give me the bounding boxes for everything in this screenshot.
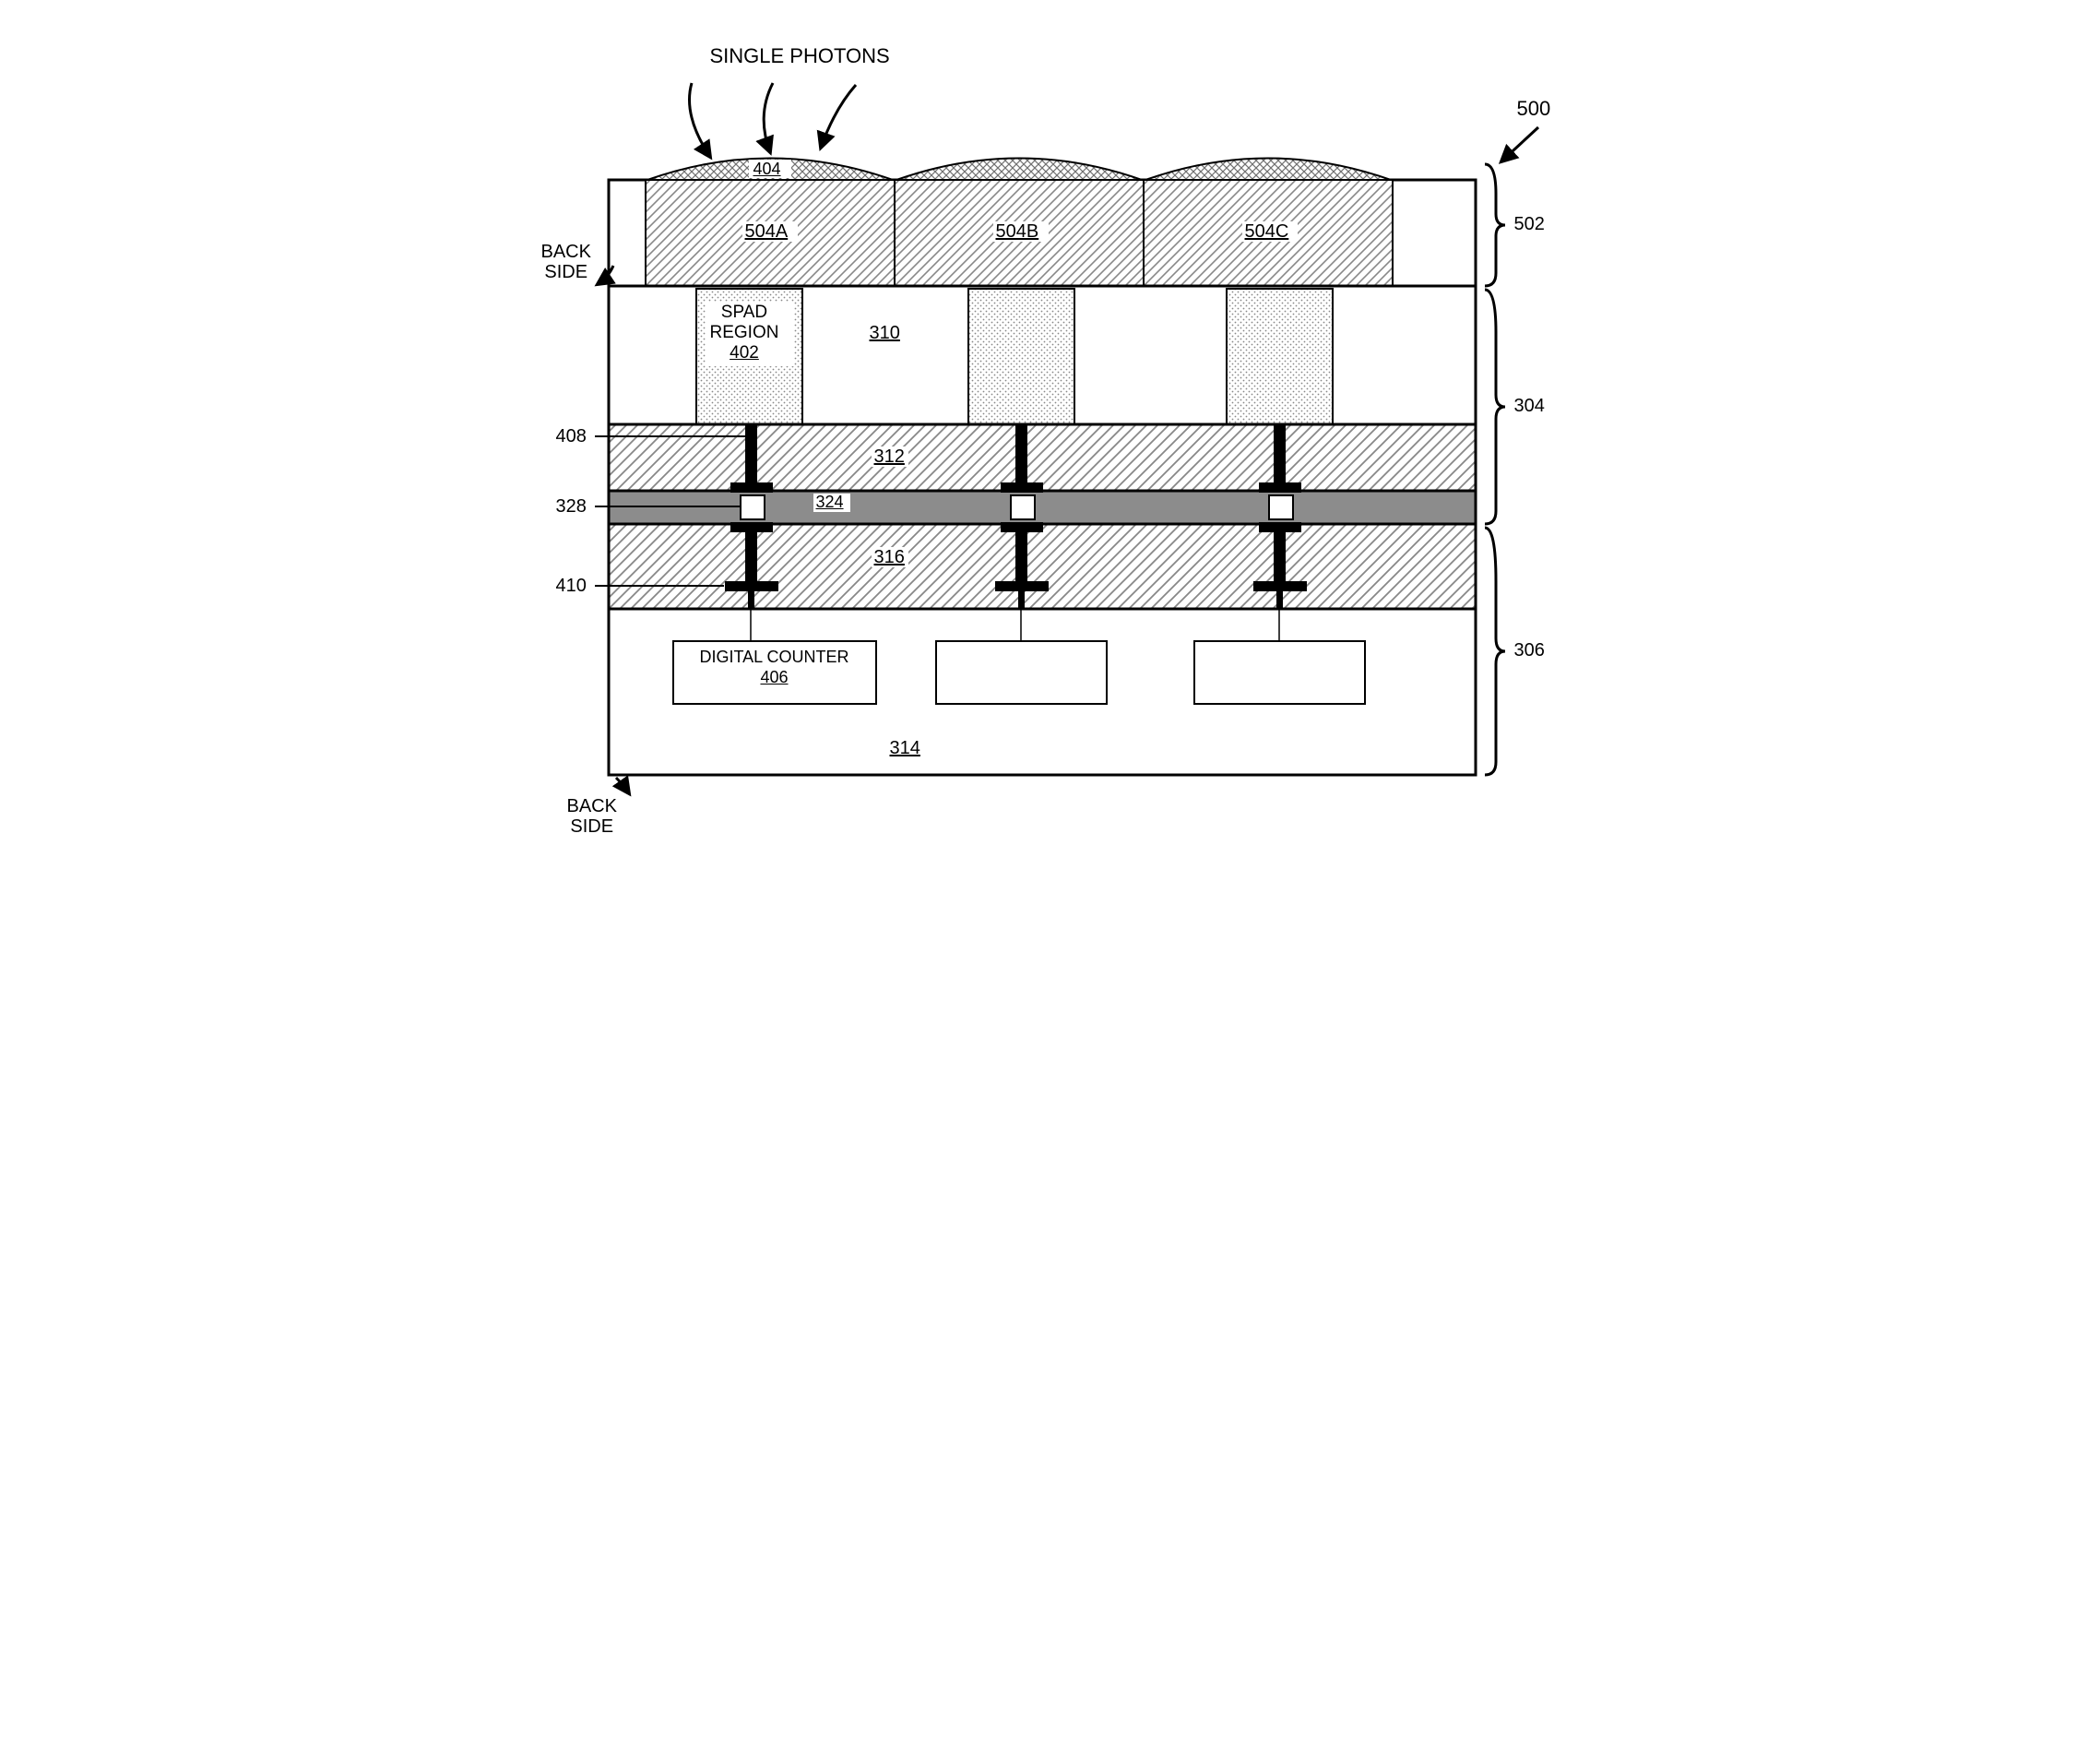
ref-316: 316	[874, 547, 905, 568]
ref-324: 324	[816, 493, 844, 512]
ref-314: 314	[890, 738, 920, 759]
lens-3	[1145, 159, 1391, 181]
ref-312: 312	[874, 446, 905, 468]
label-410: 410	[556, 576, 587, 597]
arrow-500	[1501, 127, 1538, 161]
diagram-svg	[526, 28, 1575, 909]
photon-arrow-3	[821, 85, 856, 148]
label-502: 502	[1514, 214, 1545, 235]
ref-504C: 504C	[1245, 221, 1289, 243]
layer-312	[609, 424, 1476, 491]
back-side-bottom: BACKSIDE	[567, 796, 617, 837]
ref-500: 500	[1517, 97, 1551, 121]
brace-306	[1485, 528, 1505, 775]
spad-label: SPADREGION402	[710, 303, 779, 363]
spad-3	[1227, 289, 1333, 424]
label-328: 328	[556, 496, 587, 518]
ref-504B: 504B	[996, 221, 1039, 243]
back-side-top: BACKSIDE	[541, 242, 591, 282]
ref-404: 404	[753, 160, 781, 179]
counter-label: DIGITAL COUNTER406	[687, 648, 862, 687]
photon-arrow-1	[689, 83, 710, 157]
label-304: 304	[1514, 396, 1545, 417]
back-side-arrow-bottom	[616, 778, 629, 793]
ref-504A: 504A	[745, 221, 789, 243]
ref-310: 310	[870, 323, 900, 344]
photon-arrow-2	[764, 83, 773, 152]
label-408: 408	[556, 426, 587, 447]
diagram-container: SINGLE PHOTONS 500 BACKSIDE BACKSIDE 408…	[526, 28, 1575, 909]
title-single-photons: SINGLE PHOTONS	[710, 44, 890, 68]
label-306: 306	[1514, 640, 1545, 661]
spad-2	[968, 289, 1074, 424]
lens-2	[896, 159, 1142, 181]
counter-box-3	[1194, 641, 1365, 704]
brace-502	[1485, 164, 1505, 286]
layer-316	[609, 524, 1476, 609]
counter-box-2	[936, 641, 1107, 704]
brace-304	[1485, 290, 1505, 524]
